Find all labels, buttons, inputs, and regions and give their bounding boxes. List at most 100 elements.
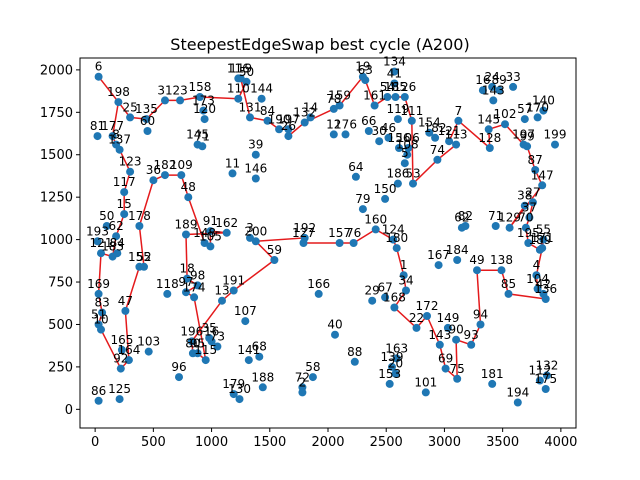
y-tick-label: 0 [65,403,73,418]
city-point [200,115,209,124]
city-label: 101 [414,375,437,389]
city-point [113,249,122,258]
city-point [236,74,245,83]
y-tick-label: 750 [48,276,73,291]
city-point [117,345,126,354]
city-point [421,388,430,397]
city-point [391,93,400,101]
city-label: 137 [108,133,131,147]
city-label: 87 [528,153,543,167]
city-label: 131 [239,100,262,114]
city-label: 124 [382,223,405,237]
city-label: 171 [531,231,554,245]
city-point [200,239,209,247]
x-tick-label: 4000 [544,435,577,450]
city-label: 90 [448,323,463,337]
city-point [541,385,550,393]
city-label: 38 [517,189,532,203]
x-axis: 0 500 1000 1500 2000 2500 3000 3500 4000 [91,428,577,450]
city-point [177,171,186,180]
city-point [228,169,237,178]
city-label: 24 [485,70,500,84]
city-label: 80 [185,336,200,350]
x-tick-label: 1000 [195,435,228,450]
city-label: 41 [387,67,402,81]
city-point [176,96,185,105]
city-label: 185 [384,80,407,94]
city-point [182,288,190,297]
city-point [190,293,199,302]
city-point [433,155,442,164]
city-label: 39 [248,138,263,152]
city-point [431,133,440,142]
city-label: 15 [117,197,132,211]
city-point [235,395,244,404]
city-label: 18 [179,262,194,276]
city-label: 147 [531,168,554,182]
city-point [551,140,559,149]
city-label: 192 [293,221,316,235]
city-point [263,116,272,125]
city-label: 23 [172,83,187,97]
city-label: 160 [364,212,387,226]
city-label: 119 [386,102,409,116]
city-label: 145 [477,112,500,126]
city-label: 51 [91,308,106,322]
city-point [329,104,338,113]
city-point [393,115,402,124]
city-label: 76 [346,226,361,240]
city-label: 184 [446,243,469,257]
y-tick-label: 250 [48,360,73,375]
city-label: 102 [494,107,517,121]
city-label: 57 [517,102,532,116]
city-point [443,323,452,332]
city-point [400,159,409,168]
city-point [308,373,317,382]
city-label: 194 [506,386,529,400]
city-label: 66 [361,114,376,128]
city-point [258,383,267,392]
city-label: 182 [154,158,177,172]
city-point [234,94,243,103]
city-point [461,222,470,230]
city-label: 136 [534,282,557,296]
city-label: 62 [454,211,469,225]
city-label: 10 [93,313,108,327]
city-point [341,130,350,139]
city-point [495,86,504,95]
city-point [390,303,399,312]
city-point [298,388,307,397]
city-point [124,356,133,365]
city-label: 177 [101,119,124,133]
city-label: 121 [438,124,461,138]
y-tick-label: 1750 [40,106,73,121]
city-point [182,230,190,239]
city-point [364,127,373,135]
city-label: 128 [478,131,501,145]
city-point [187,337,196,346]
city-point [488,82,497,91]
city-label: 148 [193,226,216,240]
city-label: 138 [490,253,513,267]
city-label: 153 [378,367,401,381]
city-label: 95 [190,336,205,350]
city-label: 183 [101,240,124,254]
city-point [120,188,129,197]
city-label: 199 [544,128,567,142]
city-label: 33 [505,70,520,84]
city-label: 13 [214,284,229,298]
city-label: 93 [464,328,479,342]
city-point [488,379,497,388]
city-point [300,233,309,242]
city-point [484,125,493,134]
city-label: 86 [91,384,106,398]
city-label: 97 [178,275,193,289]
city-label: 139 [381,350,404,364]
city-label: 144 [250,82,273,96]
city-label: 26 [281,119,296,133]
city-point [358,205,367,214]
city-point [98,308,107,317]
city-point [491,222,500,230]
city-point [402,286,410,295]
city-point [441,364,450,373]
